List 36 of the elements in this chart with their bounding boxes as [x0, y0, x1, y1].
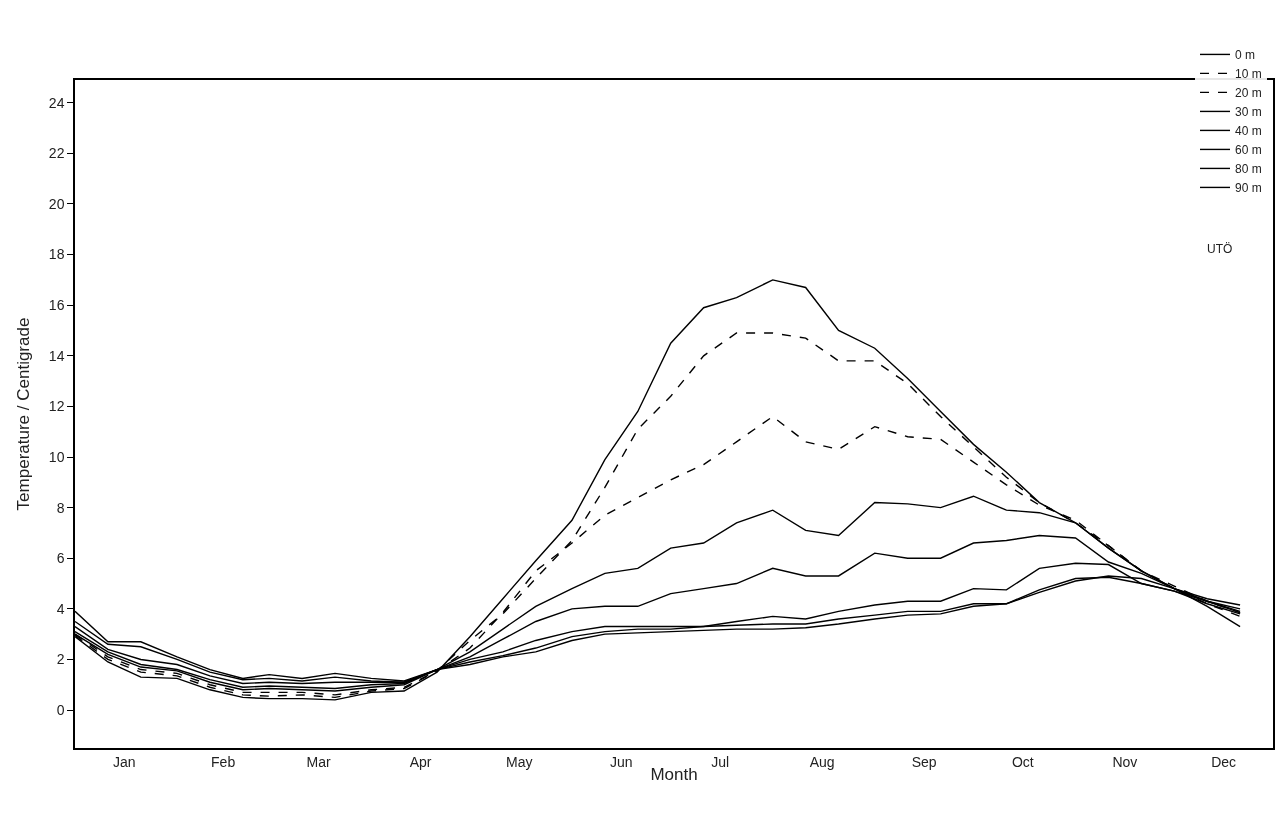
y-axis-title: Temperature / Centigrade	[13, 317, 33, 511]
legend-label: 30 m	[1235, 105, 1262, 120]
y-tick-label: 18	[48, 246, 65, 263]
x-tick-label: Jul	[711, 753, 730, 770]
y-tick-label: 24	[48, 94, 65, 111]
legend-label: 0 m	[1235, 48, 1256, 63]
y-tick-label: 22	[48, 145, 65, 162]
x-tick-label: Mar	[306, 753, 331, 770]
x-tick-label: Aug	[809, 753, 835, 770]
x-tick-label: May	[506, 753, 533, 770]
x-axis-title: Month	[650, 765, 698, 785]
legend-label: 20 m	[1235, 86, 1262, 101]
y-tick-label: 12	[48, 398, 65, 415]
y-tick-label: 6	[56, 550, 65, 567]
y-tick-label: 0	[56, 701, 65, 718]
y-tick-label: 16	[48, 297, 65, 314]
legend-label: 10 m	[1235, 67, 1262, 82]
x-tick-label: Dec	[1211, 753, 1237, 770]
x-tick-label: Nov	[1112, 753, 1138, 770]
legend-label: 90 m	[1235, 181, 1262, 196]
y-tick-label: 2	[56, 651, 65, 668]
x-tick-label: Sep	[911, 753, 937, 770]
annotation: UTÖ	[1207, 242, 1233, 256]
y-tick-label: 14	[48, 347, 65, 364]
y-tick-label: 20	[48, 195, 65, 212]
x-tick-label: Feb	[211, 753, 236, 770]
y-tick-label: 10	[48, 448, 65, 465]
y-tick-label: 8	[56, 499, 65, 516]
legend-label: 40 m	[1235, 124, 1262, 139]
y-tick-label: 4	[56, 600, 65, 617]
x-tick-label: Jun	[610, 753, 633, 770]
x-tick-label: Apr	[409, 753, 432, 770]
legend-label: 60 m	[1235, 143, 1262, 158]
legend-label: 80 m	[1235, 162, 1262, 177]
x-tick-label: Jan	[113, 753, 136, 770]
x-tick-label: Oct	[1011, 753, 1034, 770]
